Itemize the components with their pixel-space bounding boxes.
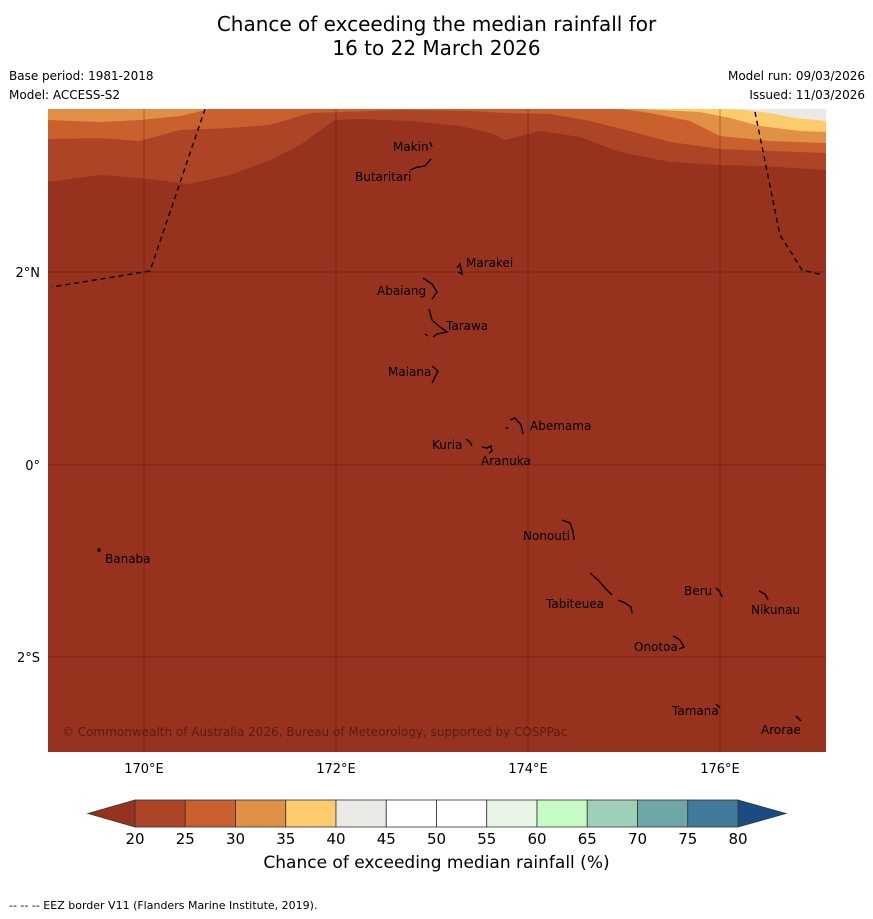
colorbar-segment-35-40 (285, 799, 337, 828)
label-marakei: Marakei (466, 256, 513, 270)
colorbar-segment-75-80 (687, 799, 739, 828)
tamana-outline (715, 703, 721, 709)
model-run: Model run: 09/03/2026 (727, 69, 865, 83)
colorbar-segment-55-60 (486, 799, 538, 828)
graticule (48, 109, 826, 752)
label-maiana: Maiana (388, 365, 431, 379)
kuria-outline (465, 438, 473, 447)
label-tarawa: Tarawa (445, 319, 488, 333)
label-onotoa: Onotoa (634, 640, 678, 654)
meta-right: Model run: 09/03/2026 Issued: 11/03/2026 (728, 67, 865, 105)
colorbar-segment-25-30 (184, 799, 236, 828)
band-25-30 (48, 109, 826, 153)
lat-label-0: 0° (25, 459, 40, 474)
beru-outline (715, 587, 723, 598)
colorbar-segments (134, 799, 739, 828)
colorbar-segment-20-25 (134, 799, 186, 828)
tabiteuea-outline (589, 572, 633, 614)
label-abaiang: Abaiang (377, 284, 426, 298)
label-abemama: Abemama (530, 419, 591, 433)
tarawa-outline (424, 308, 449, 338)
colorbar-tick-30: 30 (226, 830, 245, 848)
colorbar-segment-65-70 (586, 799, 638, 828)
colorbar-segment-50-55 (436, 799, 488, 828)
lon-label-172E: 172°E (316, 762, 356, 777)
title-line-1: Chance of exceeding the median rainfall … (216, 12, 657, 36)
map-title: Chance of exceeding the median rainfall … (0, 12, 873, 60)
lon-label-174E: 174°E (508, 762, 548, 777)
colorbar-segment-40-45 (335, 799, 387, 828)
label-butaritari: Butaritari (355, 170, 412, 184)
rainfall-field: Makin Butaritari Marakei Abaiang Tarawa … (48, 109, 826, 752)
label-aranuka: Aranuka (481, 454, 531, 468)
model-name: Model: ACCESS-S2 (9, 88, 121, 102)
colorbar-tick-labels: 20 25 30 35 40 45 50 55 60 65 70 75 80 (125, 830, 747, 848)
maiana-outline (431, 365, 439, 384)
label-beru: Beru (684, 584, 712, 598)
base-period: Base period: 1981-2018 (9, 69, 154, 83)
onotoa-outline (672, 635, 686, 650)
makin-outline (429, 141, 433, 148)
abemama-outline (505, 417, 524, 435)
nikunau-outline (758, 590, 769, 601)
colorbar-low-extension (86, 799, 136, 828)
issued-date: Issued: 11/03/2026 (749, 88, 865, 102)
label-arorae: Arorae (761, 723, 801, 737)
colorbar-segment-60-65 (536, 799, 588, 828)
axis-labels: 170°E 172°E 174°E 176°E 2°N 0° 2°S (16, 266, 740, 777)
colorbar-high-extension (737, 799, 788, 828)
copyright-notice: © Commonwealth of Australia 2026, Bureau… (62, 725, 567, 739)
colorbar-tick-25: 25 (176, 830, 195, 848)
label-kuria: Kuria (432, 438, 463, 452)
arorae-outline (795, 715, 802, 722)
colorbar-tick-20: 20 (125, 830, 144, 848)
colorbar-title: Chance of exceeding median rainfall (%) (263, 853, 610, 873)
abaiang-outline (422, 277, 438, 300)
label-tamana: Tamana (671, 704, 719, 718)
colorbar-tick-70: 70 (628, 830, 647, 848)
eez-border-west (51, 109, 206, 288)
colorbar-segment-45-50 (385, 799, 437, 828)
island-labels: Makin Butaritari Marakei Abaiang Tarawa … (105, 140, 801, 737)
colorbar-tick-65: 65 (578, 830, 597, 848)
label-nonouti: Nonouti (523, 529, 570, 543)
meta-left: Base period: 1981-2018 Model: ACCESS-S2 (9, 67, 154, 105)
eez-border-east (754, 111, 824, 276)
label-banaba: Banaba (105, 552, 151, 566)
colorbar-tick-45: 45 (377, 830, 396, 848)
lat-label-2N: 2°N (16, 266, 41, 281)
colorbar-tick-55: 55 (477, 830, 496, 848)
lon-label-170E: 170°E (124, 762, 164, 777)
colorbar-tick-75: 75 (678, 830, 697, 848)
butaritari-outline (409, 158, 432, 171)
nonouti-outline (561, 519, 575, 541)
colorbar-tick-40: 40 (326, 830, 345, 848)
colorbar-tick-35: 35 (276, 830, 295, 848)
lon-label-176E: 176°E (700, 762, 740, 777)
colorbar-tick-80: 80 (728, 830, 747, 848)
label-makin: Makin (393, 140, 429, 154)
marakei-outline (456, 262, 463, 276)
colorbar-tick-60: 60 (527, 830, 546, 848)
colorbar-segment-70-75 (637, 799, 689, 828)
eez-border (51, 109, 824, 288)
island-outlines (97, 141, 802, 722)
colorbar: 20 25 30 35 40 45 50 55 60 65 70 75 80 (86, 799, 788, 848)
band-40-45 (730, 109, 826, 121)
eez-footnote: -- -- -- EEZ border V11 (Flanders Marine… (9, 899, 318, 912)
colorbar-segment-30-35 (235, 799, 287, 828)
banaba-outline (97, 548, 101, 552)
label-nikunau: Nikunau (751, 603, 800, 617)
colorbar-tick-50: 50 (427, 830, 446, 848)
title-line-2: 16 to 22 March 2026 (332, 36, 541, 60)
background-band-below-20 (48, 109, 826, 752)
lat-label-2S: 2°S (17, 651, 40, 666)
label-tabiteuea: Tabiteuea (545, 597, 604, 611)
aranuka-outline (481, 444, 493, 454)
